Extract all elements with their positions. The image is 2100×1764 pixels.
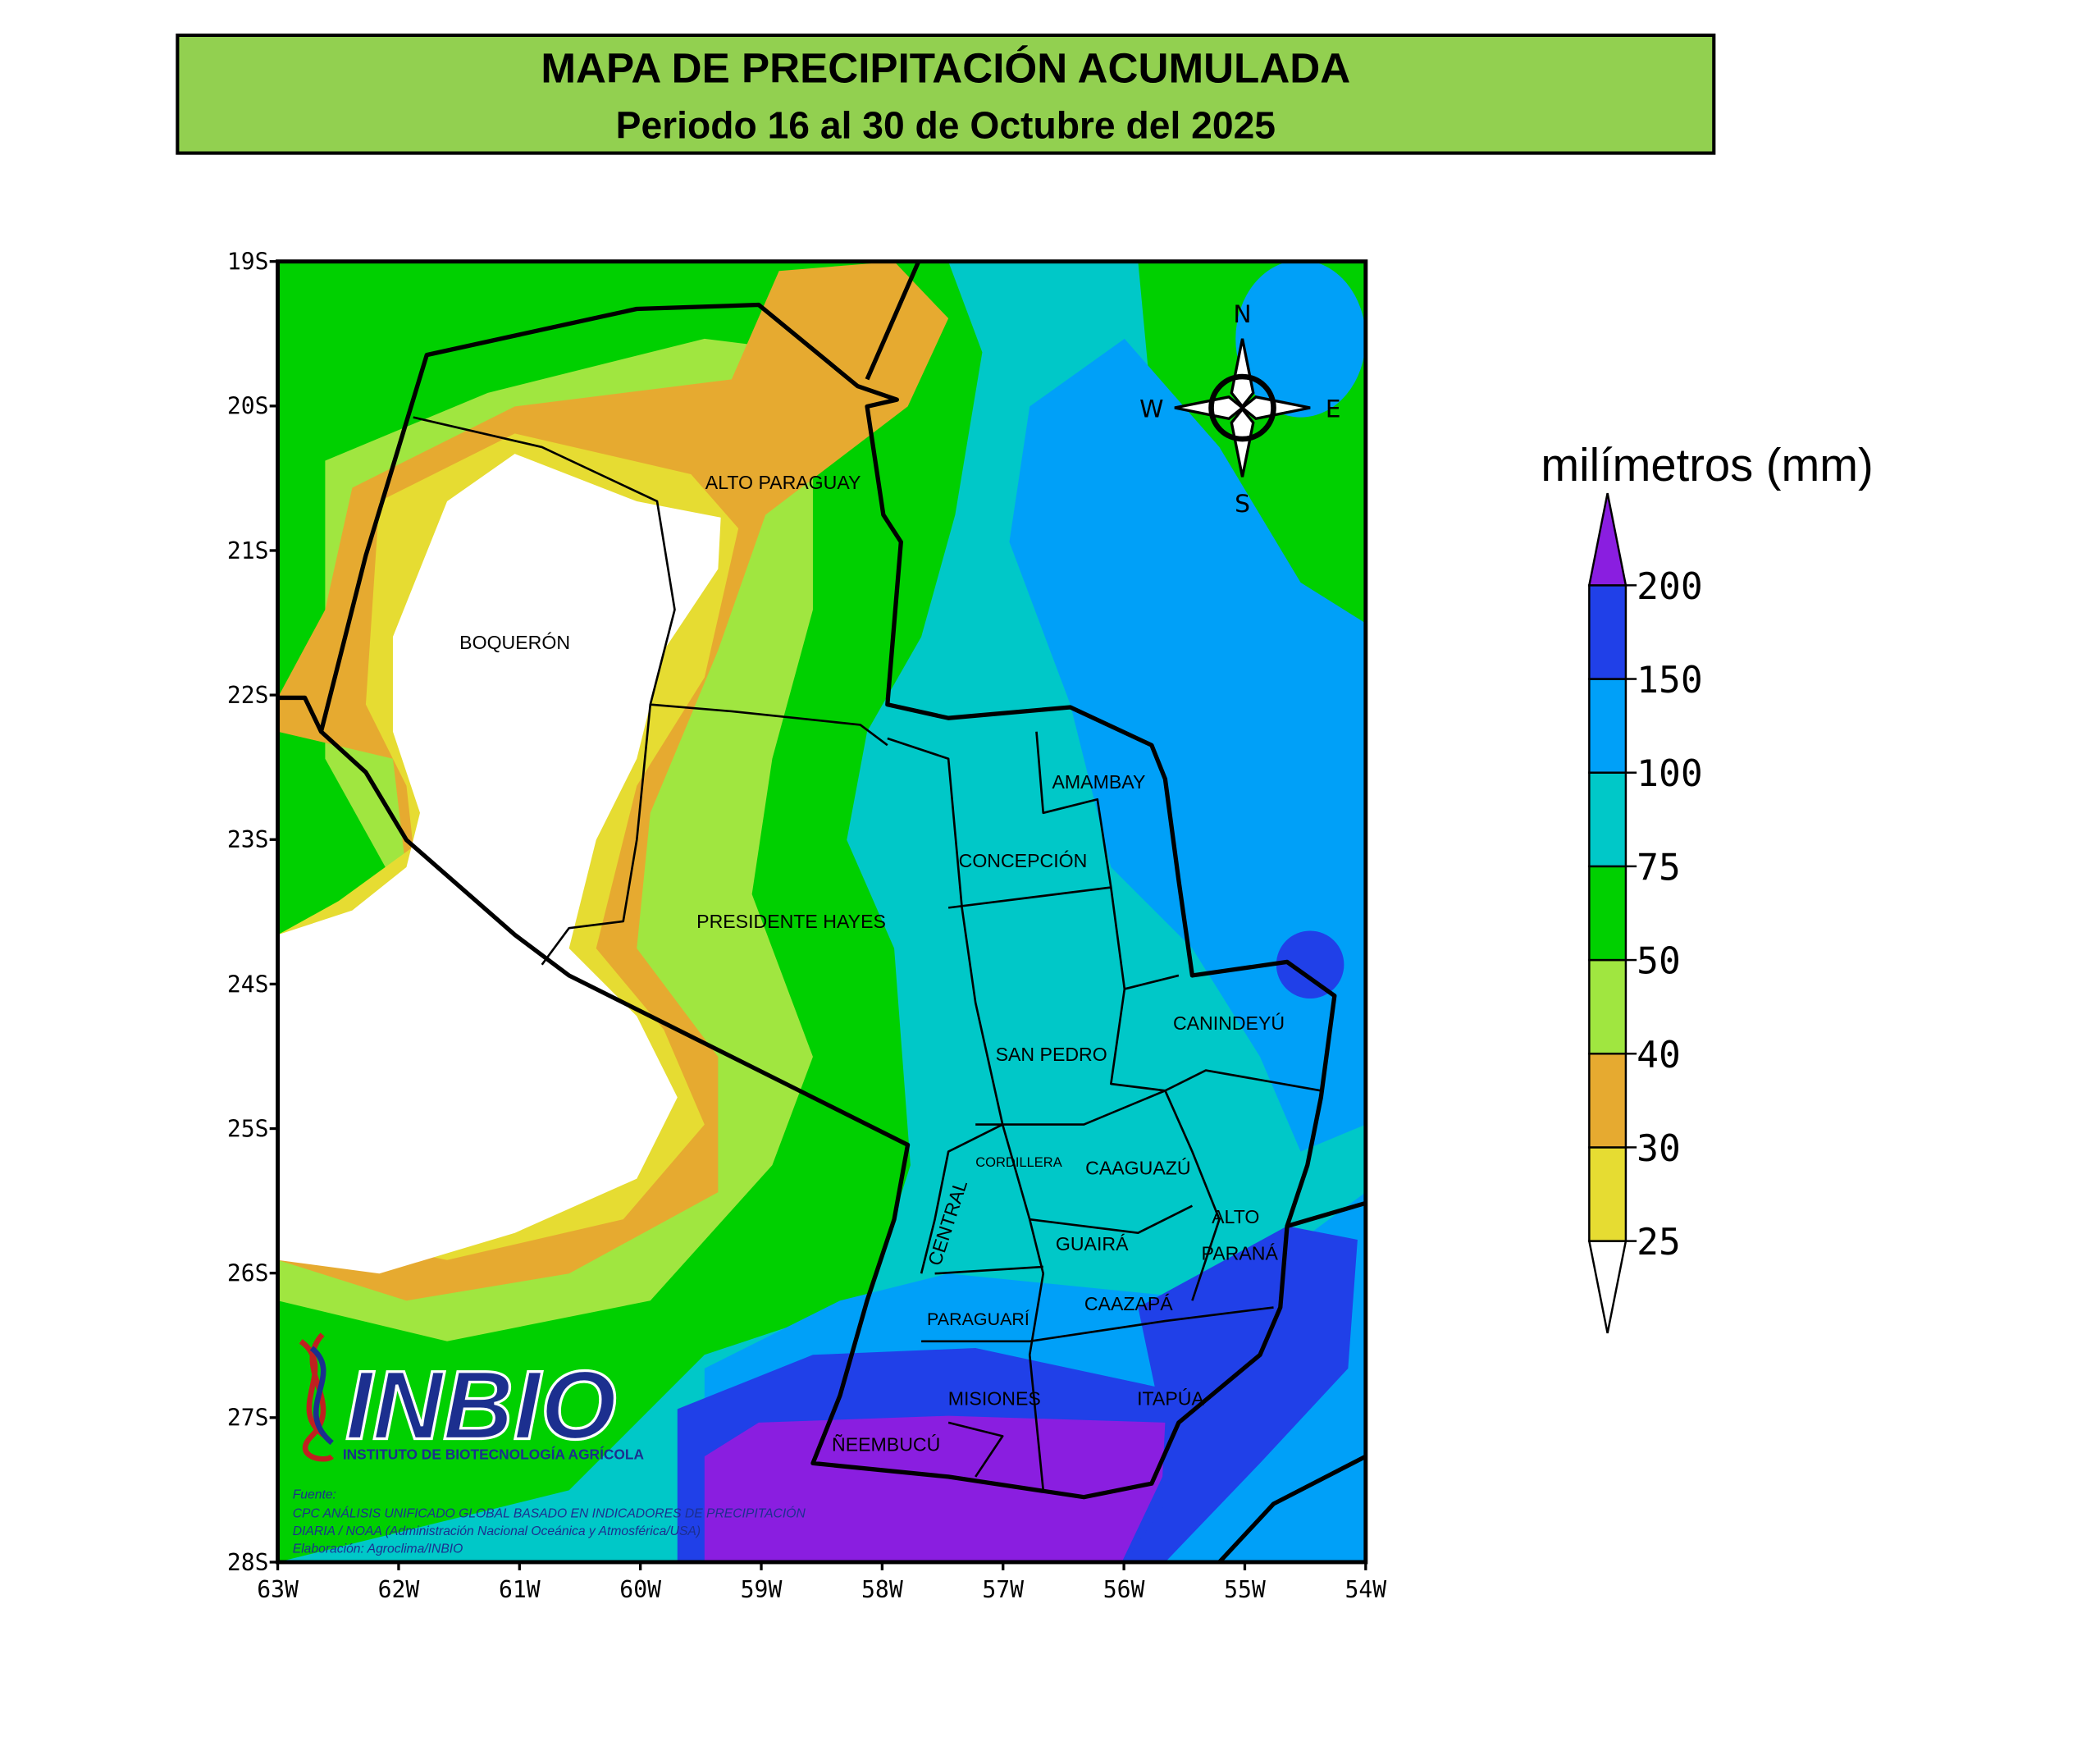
subtitle: Periodo 16 al 30 de Octubre del 2025: [616, 103, 1276, 146]
lat-label: 23S: [227, 826, 269, 853]
lat-label: 19S: [227, 249, 269, 276]
region-label: ALTO PARAGUAY: [705, 472, 861, 493]
precip-field: [277, 261, 1366, 1562]
compass-letter: W: [1139, 395, 1163, 424]
colorbar-band: [1588, 865, 1628, 962]
colorbar-label: 40: [1637, 1034, 1681, 1076]
compass-letter: N: [1233, 300, 1251, 329]
lat-label: 25S: [227, 1115, 269, 1142]
region-label: CORDILLERA: [975, 1155, 1061, 1170]
region-label: CAAZAPÁ: [1084, 1293, 1173, 1314]
lat-label: 22S: [227, 682, 269, 709]
lon-label: 54W: [1344, 1576, 1386, 1603]
colorbar-band: [1588, 584, 1628, 680]
lon-label: 63W: [257, 1576, 299, 1603]
lon-label: 55W: [1224, 1576, 1266, 1603]
region-label: PRESIDENTE HAYES: [696, 911, 886, 932]
region-label: PARANÁ: [1202, 1243, 1279, 1264]
colorbar-label: 50: [1637, 940, 1681, 983]
region-label: CAAGUAZÚ: [1085, 1158, 1190, 1179]
region-label: CANINDEYÚ: [1173, 1012, 1285, 1034]
region-label: ÑEEMBUCÚ: [832, 1434, 940, 1456]
map-frame: [276, 259, 1368, 1565]
colorbar-over: [1587, 492, 1628, 587]
lon-label: 62W: [378, 1576, 420, 1603]
region-label: MISIONES: [948, 1387, 1041, 1409]
colorbar-label: 200: [1637, 565, 1703, 608]
region-label: BOQUERÓN: [459, 632, 570, 653]
colorbar-band: [1588, 1146, 1628, 1242]
logo: INBIO INSTITUTO DE BIOTECNOLOGÍA AGRÍCOL…: [299, 1332, 645, 1462]
colorbar-under: [1587, 1240, 1628, 1334]
lat-label: 28S: [227, 1549, 269, 1576]
region-label: PARAGUARÍ: [927, 1309, 1029, 1329]
lat-label: 27S: [227, 1405, 269, 1432]
lon-label: 61W: [499, 1576, 541, 1603]
title-box: [176, 33, 1716, 155]
lon-label: 60W: [619, 1576, 661, 1603]
compass-letter: S: [1235, 490, 1250, 519]
colorbar-band: [1588, 1053, 1628, 1149]
colorbar-band: [1588, 958, 1628, 1055]
region-label: AMAMBAY: [1052, 771, 1146, 793]
lon-label: 56W: [1103, 1576, 1145, 1603]
source-line: CPC ANÁLISIS UNIFICADO GLOBAL BASADO EN …: [293, 1505, 806, 1520]
compass: N S E W: [1139, 300, 1340, 519]
title: MAPA DE PRECIPITACIÓN ACUMULADA: [541, 45, 1350, 92]
lat-label: 26S: [227, 1260, 269, 1287]
colorbar-label: 30: [1637, 1127, 1681, 1170]
lat-label: 24S: [227, 971, 269, 998]
lon-label: 58W: [861, 1576, 903, 1603]
lat-label: 21S: [227, 537, 269, 564]
colorbar: 25 30 40 50 75 100 150 200: [1587, 492, 1703, 1334]
region-label: ITAPÚA: [1137, 1387, 1204, 1409]
colorbar-band: [1588, 771, 1628, 868]
logo-name: INBIO: [345, 1351, 616, 1460]
source: Fuente: CPC ANÁLISIS UNIFICADO GLOBAL BA…: [293, 1488, 806, 1556]
legend-unit: milímetros (mm): [1541, 439, 1873, 491]
colorbar-label: 100: [1637, 752, 1703, 795]
region-label: CONCEPCIÓN: [959, 850, 1088, 871]
lon-label: 57W: [982, 1576, 1024, 1603]
colorbar-band: [1588, 678, 1628, 774]
region-label: ALTO: [1212, 1206, 1259, 1227]
source-line: Fuente:: [293, 1488, 336, 1501]
logo-tagline: INSTITUTO DE BIOTECNOLOGÍA AGRÍCOLA: [343, 1446, 645, 1462]
region-label: SAN PEDRO: [996, 1044, 1107, 1065]
region-label: GUAIRÁ: [1056, 1233, 1129, 1254]
compass-letter: E: [1326, 395, 1341, 424]
colorbar-label: 75: [1637, 846, 1681, 889]
colorbar-label: 150: [1637, 659, 1703, 701]
colorbar-label: 25: [1637, 1221, 1681, 1264]
lon-label: 59W: [741, 1576, 783, 1603]
lat-label: 20S: [227, 393, 269, 420]
source-line: DIARIA / NOAA (Administración Nacional O…: [293, 1524, 701, 1538]
source-line: Elaboración: Agroclima/INBIO: [293, 1542, 463, 1556]
